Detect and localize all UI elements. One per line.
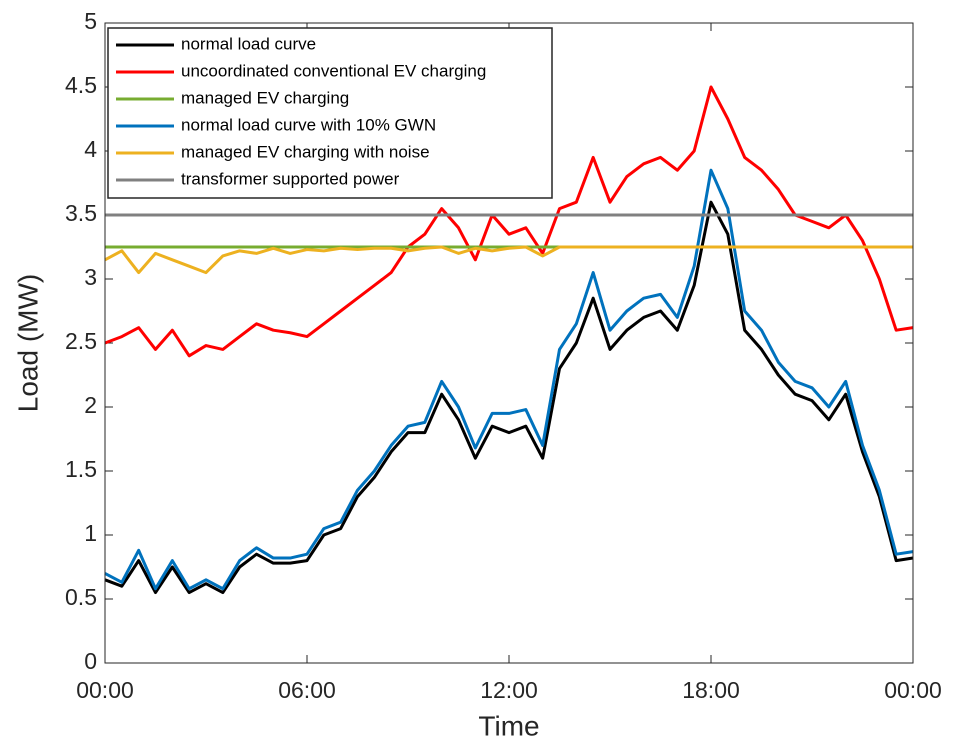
y-tick-label: 0 [84, 648, 97, 674]
x-tick-label: 06:00 [278, 677, 336, 703]
y-tick-label: 4.5 [65, 72, 97, 98]
y-tick-label: 5 [84, 8, 97, 34]
x-tick-label: 18:00 [682, 677, 740, 703]
x-tick-label: 12:00 [480, 677, 538, 703]
y-tick-label: 2.5 [65, 328, 97, 354]
legend-label: managed EV charging [181, 88, 349, 107]
y-tick-label: 1.5 [65, 456, 97, 482]
y-tick-label: 3.5 [65, 200, 97, 226]
legend-box [107, 27, 553, 199]
legend-label: transformer supported power [181, 169, 400, 188]
y-tick-label: 4 [84, 136, 97, 162]
series-line [104, 200, 914, 595]
plot-frame [104, 22, 914, 664]
y-axis-title: Load (MW) [12, 274, 43, 412]
y-tick-label: 2 [84, 392, 97, 418]
x-tick-label: 00:00 [884, 677, 942, 703]
y-tick-label: 1 [84, 520, 97, 546]
series-line [104, 85, 914, 358]
series-line [104, 168, 914, 591]
series-line [104, 245, 913, 275]
legend-label: uncoordinated conventional EV charging [181, 61, 486, 80]
legend-label: normal load curve with 10% GWN [181, 115, 436, 134]
x-axis-title: Time [478, 710, 539, 741]
y-tick-label: 3 [84, 264, 97, 290]
legend-label: normal load curve [181, 34, 316, 53]
x-tick-label: 00:00 [76, 677, 134, 703]
y-tick-label: 0.5 [65, 584, 97, 610]
legend-label: managed EV charging with noise [181, 142, 430, 161]
